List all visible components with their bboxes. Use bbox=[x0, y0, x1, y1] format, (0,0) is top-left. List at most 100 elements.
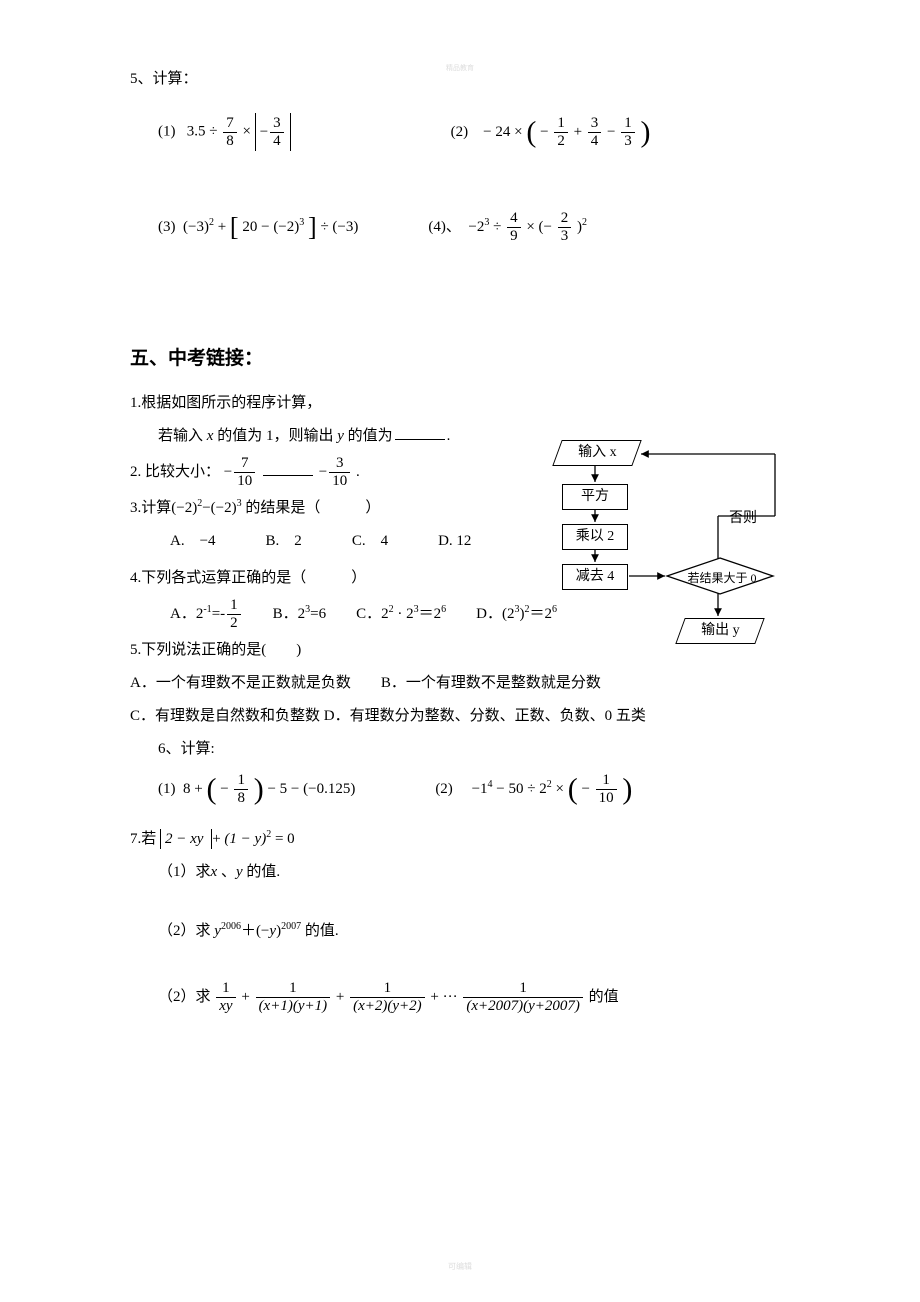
sup: 6 bbox=[441, 604, 446, 615]
choice-a: A. −4 bbox=[170, 528, 216, 555]
s5-q6-row: (1) 8 + ( − 18 ) − 5 − (−0.125) (2) −14 … bbox=[130, 773, 790, 806]
s5-q7-p3: （2）求 1xy + 1(x+1)(y+1) + 1(x+2)(y+2) + ·… bbox=[130, 981, 790, 1014]
num: 1 bbox=[286, 981, 300, 997]
op: + bbox=[574, 123, 582, 139]
choice-c: C．22 · 23＝26 bbox=[356, 601, 446, 628]
choice-a: A．2-1=-12 bbox=[170, 598, 243, 631]
t: ＋(− bbox=[241, 923, 269, 939]
neg: − bbox=[220, 781, 228, 797]
den: 9 bbox=[507, 227, 521, 244]
val: 3.5 bbox=[187, 124, 206, 140]
sup: 2 bbox=[209, 217, 214, 228]
op: + bbox=[336, 989, 344, 1005]
den: 4 bbox=[270, 132, 284, 149]
den: 2 bbox=[554, 132, 568, 149]
num: 3 bbox=[588, 116, 602, 132]
s5-q7-p1: （1）求x 、y 的值. bbox=[130, 859, 790, 886]
s5-q1a: 1.根据如图所示的程序计算， bbox=[130, 390, 540, 417]
val: −2 bbox=[468, 219, 484, 235]
q5-eq3: (3) (−3)2 + [ 20 − (−2)3 ] ÷ (−3) bbox=[158, 214, 358, 241]
t: 、 bbox=[217, 864, 236, 880]
num: 4 bbox=[507, 211, 521, 227]
t: A．2 bbox=[170, 606, 203, 622]
num: 3 bbox=[333, 456, 347, 472]
flow-cond: 若结果大于 0 bbox=[679, 568, 765, 590]
flow-output: 输出 y bbox=[675, 618, 764, 644]
dot: . bbox=[356, 464, 360, 480]
t: (−0.125) bbox=[303, 781, 355, 797]
q5-eq-row2: (3) (−3)2 + [ 20 − (−2)3 ] ÷ (−3) (4)、 −… bbox=[130, 211, 790, 244]
t: (1 − y) bbox=[224, 831, 266, 847]
den: xy bbox=[216, 997, 235, 1014]
den: 3 bbox=[558, 227, 572, 244]
sup: 2 bbox=[547, 779, 552, 790]
op: + bbox=[218, 219, 226, 235]
watermark-top: 精品教育 bbox=[446, 62, 474, 75]
abs: 2 − xy bbox=[160, 829, 212, 849]
val: − 24 × bbox=[483, 123, 522, 139]
t: 的值 bbox=[589, 989, 619, 1005]
t: B．2 bbox=[273, 606, 306, 622]
text: 的值为 bbox=[344, 428, 393, 444]
s5-q1b: 若输入 x 的值为 1，则输出 y 的值为. bbox=[130, 423, 540, 450]
s5-q7-p2: （2）求 y2006＋(−y)2007 的值. bbox=[130, 918, 790, 945]
choice-c: C. 4 bbox=[352, 528, 388, 555]
val: (−2) bbox=[273, 219, 299, 235]
label: (3) bbox=[158, 219, 176, 235]
blank bbox=[395, 439, 445, 440]
t: C．2 bbox=[356, 606, 389, 622]
t: 7.若 bbox=[130, 831, 156, 847]
t: 的值. bbox=[243, 864, 281, 880]
var-y: y bbox=[337, 428, 344, 444]
den: 8 bbox=[234, 789, 248, 806]
num: 7 bbox=[238, 456, 252, 472]
t: （1）求 bbox=[158, 864, 211, 880]
choice-b: B. 2 bbox=[266, 528, 302, 555]
s5-q5-ab: A．一个有理数不是正数就是负数 B．一个有理数不是整数就是分数 bbox=[130, 670, 790, 697]
t: D．(2 bbox=[476, 606, 514, 622]
var-y: y bbox=[214, 923, 221, 939]
section5-title: 五、中考链接： bbox=[130, 342, 790, 376]
t: × bbox=[555, 781, 563, 797]
num: 1 bbox=[621, 116, 635, 132]
t: 的值. bbox=[301, 923, 339, 939]
num: 7 bbox=[223, 116, 237, 132]
neg: − bbox=[260, 119, 268, 146]
t: −1 bbox=[472, 781, 488, 797]
den: 10 bbox=[596, 789, 617, 806]
neg: − bbox=[319, 464, 327, 480]
t: · 2 bbox=[394, 606, 414, 622]
s5-q3-choices: A. −4 B. 2 C. 4 D. 12 bbox=[130, 528, 540, 555]
num: 3 bbox=[270, 116, 284, 132]
neg: − bbox=[581, 781, 589, 797]
t: 8 + bbox=[183, 781, 203, 797]
blank bbox=[263, 475, 313, 476]
den: (x+2007)(y+2007) bbox=[463, 997, 583, 1014]
sup: 2007 bbox=[281, 921, 301, 932]
sup: 4 bbox=[488, 779, 493, 790]
flow-mul2: 乘以 2 bbox=[562, 524, 628, 550]
sup: 3 bbox=[299, 217, 304, 228]
sup: -1 bbox=[203, 604, 211, 615]
label: (2) bbox=[451, 123, 469, 139]
num: 1 bbox=[554, 116, 568, 132]
flow-else: 否则 bbox=[729, 506, 757, 531]
op: ÷ bbox=[493, 219, 501, 235]
num: 1 bbox=[234, 773, 248, 789]
den: 2 bbox=[227, 614, 241, 631]
text: 的值为 1，则输出 bbox=[213, 428, 337, 444]
flow-square: 平方 bbox=[562, 484, 628, 510]
text: 若输入 bbox=[158, 428, 207, 444]
t: + bbox=[212, 831, 220, 847]
s5-q2: 2. 比较大小： −710 −310 . bbox=[130, 456, 540, 489]
neg: − bbox=[540, 123, 548, 139]
num: 1 bbox=[219, 981, 233, 997]
sup: 2006 bbox=[221, 921, 241, 932]
label: 输出 y bbox=[701, 623, 740, 638]
num: 1 bbox=[227, 598, 241, 614]
num: 1 bbox=[381, 981, 395, 997]
s5-q7: 7.若 2 − xy + (1 − y)2 = 0 bbox=[130, 826, 790, 853]
label: 输入 x bbox=[578, 445, 617, 460]
den: 10 bbox=[329, 472, 350, 489]
op: ÷ (−3) bbox=[320, 219, 358, 235]
